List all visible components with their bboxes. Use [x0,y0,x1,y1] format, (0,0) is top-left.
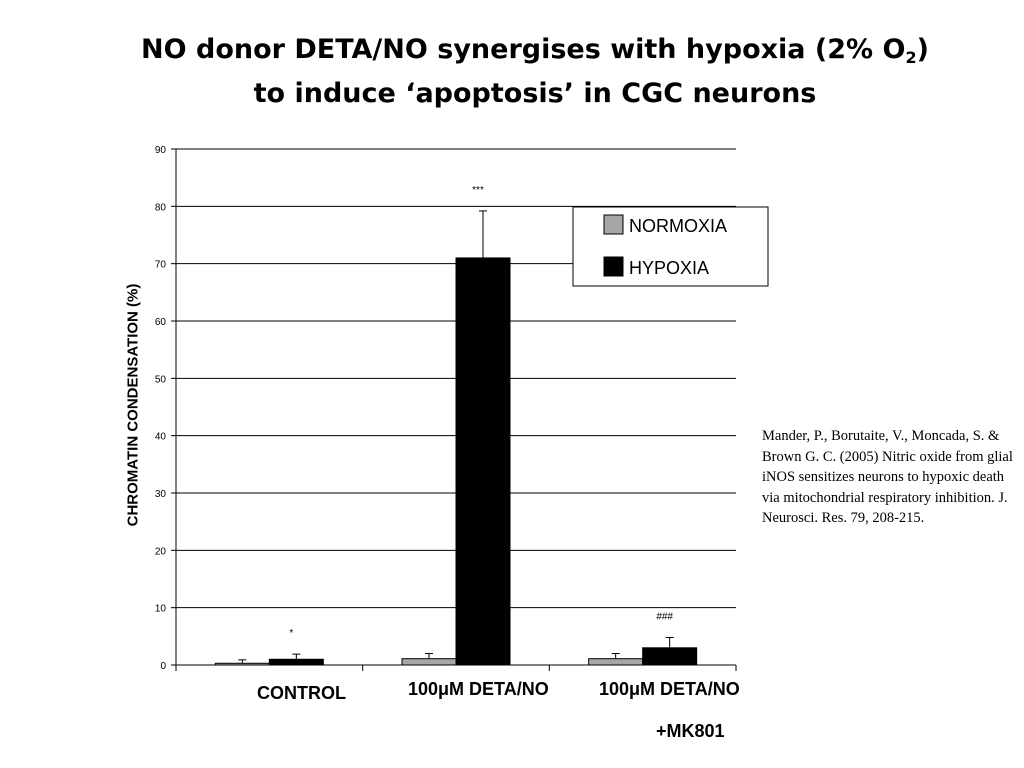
bar-hypoxia [268,658,324,666]
y-tick-label: 10 [155,604,167,615]
bar-hypoxia [642,647,698,666]
citation-text: Mander, P., Borutaite, V., Moncada, S. &… [762,428,1013,526]
bar-normoxia [588,658,644,666]
y-tick-label: 60 [155,317,167,328]
bar-normoxia [401,658,457,666]
y-tick-label: 20 [155,546,167,557]
y-tick-label: 70 [155,260,167,271]
x-category-label: 100μM DETA/NO [599,679,740,699]
significance-marker: * [289,628,293,639]
x-category-label: +MK801 [656,721,725,741]
legend-label-normoxia: NORMOXIA [629,216,727,236]
slide-title: NO donor DETA/NO synergises with hypoxia… [0,28,1024,116]
x-category-label: 100μM DETA/NO [408,679,549,699]
title-line-2: to induce ‘apoptosis’ in CGC neurons [253,78,817,109]
x-category-label: CONTROL [257,683,346,703]
legend-swatch-hypoxia [603,256,624,277]
title-line-1: NO donor DETA/NO synergises with hypoxia… [141,34,929,67]
legend-swatch-normoxia [603,214,624,235]
y-tick-label: 50 [155,374,167,385]
y-tick-label: 90 [155,145,167,156]
bar-hypoxia [455,257,511,666]
significance-marker: ### [656,611,673,622]
y-tick-label: 0 [160,661,166,672]
legend-label-hypoxia: HYPOXIA [629,258,709,278]
y-tick-label: 30 [155,489,167,500]
y-tick-label: 40 [155,432,167,443]
significance-marker: *** [472,185,484,196]
y-tick-label: 80 [155,202,167,213]
